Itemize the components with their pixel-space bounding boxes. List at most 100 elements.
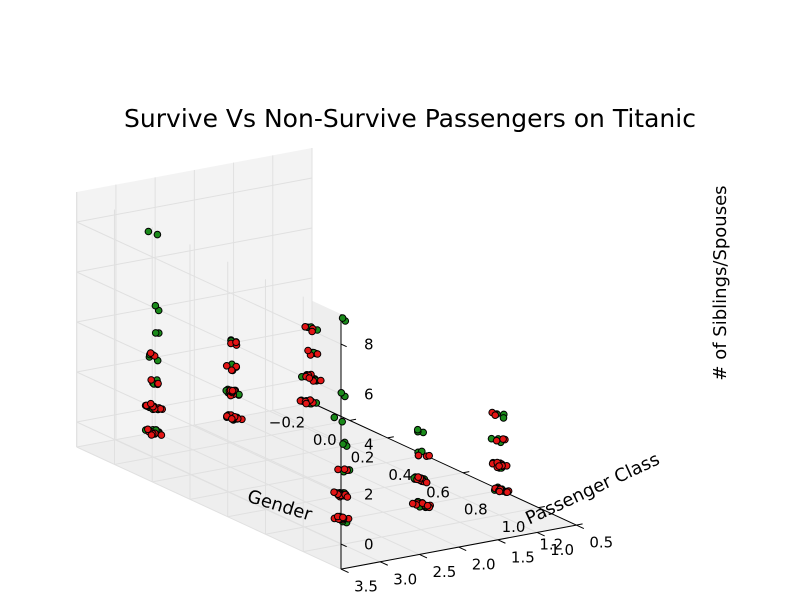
grid-line-z [76,177,313,223]
point-not-survived [425,451,434,460]
x-tick [576,523,583,526]
axes-panes [76,148,577,570]
grid-line-z [76,377,313,423]
y-tick [380,561,388,566]
point-survived [339,440,347,448]
x-tick-label: 0.8 [464,501,488,519]
x-tick [462,471,470,474]
point-survived [338,314,347,322]
grid-line-z [76,227,313,273]
y-tick [576,524,585,530]
point-not-survived [334,465,342,474]
point-not-survived [222,362,231,370]
chart-title: Survive Vs Non-Survive Passengers on Tit… [124,104,696,133]
point-not-survived [330,488,338,497]
grid-line-y [194,424,459,548]
y-tick-label: 3.0 [393,570,417,588]
data-points [141,227,513,527]
point-not-survived [343,493,352,501]
point-not-survived [147,376,155,384]
point-not-survived [422,478,431,487]
point-survived [338,417,347,426]
point-survived [151,329,160,337]
point-not-survived [317,376,325,385]
z-tick [340,343,347,348]
grid-line-z [76,321,342,445]
point-not-survived [157,431,166,439]
point-not-survived [304,346,312,355]
point-not-survived [313,350,322,358]
y-tick-label: 1.0 [550,541,574,559]
point-not-survived [503,488,512,497]
z-tick-label: 0 [364,536,374,554]
x-tick-label: 1.2 [539,536,563,554]
grid-line-y [233,417,499,541]
point-not-survived [495,462,503,470]
x-tick-label: −0.2 [269,414,305,432]
point-not-survived [339,513,347,522]
point-not-survived [408,499,417,508]
point-not-survived [491,411,500,420]
y-tick [458,546,467,552]
point-not-survived [301,323,310,331]
y-tick-label: 1.5 [511,548,535,566]
point-survived [151,301,160,310]
z-axis-label: # of Siblings/Spouses [710,185,731,380]
point-survived [144,227,153,236]
grid-line-y [154,431,420,555]
y-tick [419,553,428,559]
point-not-survived [414,473,423,481]
point-not-survived [340,465,349,474]
point-not-survived [499,435,507,443]
x-tick-label: 0.6 [426,483,450,501]
x-tick [538,505,545,509]
x-tick [387,436,394,439]
x-tick-label: 0.4 [388,466,412,484]
y-tick-label: 3.5 [354,578,378,596]
point-not-survived [302,399,311,408]
grid-line-z [76,271,342,395]
point-survived [330,413,339,422]
y-tick-label: 2.0 [472,556,496,574]
y-tick [536,531,545,537]
y-tick-label: 2.5 [433,563,457,581]
x-tick-label: 1.0 [502,518,526,536]
point-survived [413,425,422,434]
point-not-survived [305,374,314,382]
point-not-survived [423,501,432,510]
y-tick-label: 0.5 [589,534,613,552]
y-axis-label: Passenger Class [522,449,663,529]
point-not-survived [147,431,156,439]
z-tick-label: 6 [364,386,374,404]
point-not-survived [232,338,240,347]
z-tick [340,543,347,548]
z-tick-label: 8 [364,336,374,354]
point-not-survived [492,436,501,445]
grid-line-y [76,446,342,570]
point-not-survived [495,487,504,496]
grid-line-y [272,409,538,533]
point-not-survived [144,425,152,434]
z-tick-label: 2 [364,486,374,504]
x-axis-line [311,402,577,526]
y-tick [497,539,506,544]
tick-labels: −0.20.00.20.40.60.81.01.2 0.51.01.52.02.5… [269,336,613,596]
point-survived [499,414,508,422]
grid-line-z [76,421,342,545]
y-tick [340,568,349,574]
grid-line-z [76,327,313,373]
x-tick-label: 0.2 [351,448,375,466]
grid-line-z [76,221,342,345]
point-not-survived [228,415,236,423]
point-not-survived [154,379,162,388]
x-tick [349,418,357,421]
point-not-survived [414,451,423,460]
point-not-survived [147,399,155,408]
point-not-survived [227,366,236,375]
grid-line-z [76,371,342,495]
point-not-survived [146,349,155,357]
point-survived [337,389,346,397]
point-survived [153,230,162,239]
z-tick-label: 4 [364,436,374,454]
